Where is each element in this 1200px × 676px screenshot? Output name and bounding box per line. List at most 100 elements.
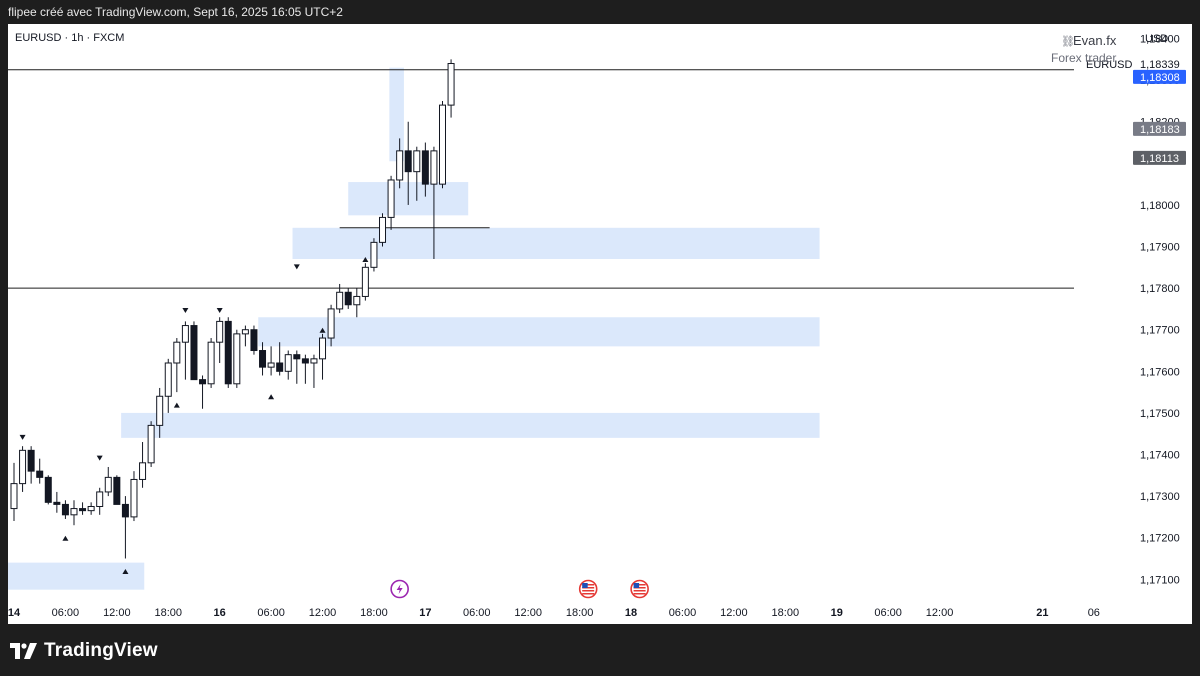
candle-body xyxy=(404,150,412,173)
candle-body xyxy=(44,476,52,503)
candle xyxy=(19,446,27,492)
candle xyxy=(207,338,215,388)
flag-stripe xyxy=(633,587,646,589)
candle-body xyxy=(276,362,284,372)
swing-low-marker xyxy=(173,402,180,408)
candle-body xyxy=(113,476,121,505)
time-tick-label: 18:00 xyxy=(566,607,594,619)
swing-low-marker xyxy=(362,257,369,263)
price-tick-label: 1,17300 xyxy=(1140,491,1180,503)
candle xyxy=(44,475,52,505)
candle xyxy=(147,421,155,467)
candle-body xyxy=(19,449,27,485)
candle-body xyxy=(147,424,155,464)
candle-body xyxy=(70,508,78,516)
candle xyxy=(61,500,69,519)
candle xyxy=(130,471,138,522)
watermark-icon: ⛓ xyxy=(1061,35,1075,48)
chart-panel[interactable]: 1,17100 1,17200 1,17300 1,17400 1,17500 1,176… xyxy=(8,24,1192,624)
candle-body xyxy=(336,291,344,310)
swing-high-marker xyxy=(96,455,103,461)
candle xyxy=(156,387,164,438)
watermark: ⛓ Evan.fx Forex trader xyxy=(1051,33,1117,65)
zones-layer xyxy=(8,67,820,590)
candle-body xyxy=(36,470,44,478)
flag-stripe xyxy=(582,587,595,589)
flag-canton xyxy=(633,583,640,588)
tradingview-logo[interactable]: TradingView xyxy=(10,638,158,664)
swing-high-marker xyxy=(293,264,300,270)
time-tick-label: 18:00 xyxy=(772,607,800,619)
flag-stripe xyxy=(633,593,646,595)
candle-body xyxy=(156,395,164,426)
candle-body xyxy=(293,354,301,360)
symbol-price-name: EURUSD xyxy=(1086,59,1133,71)
flag-canton xyxy=(582,583,588,588)
candle xyxy=(121,496,129,559)
candle xyxy=(447,59,455,118)
candle xyxy=(267,346,275,376)
candle-body xyxy=(396,150,404,181)
candle-body xyxy=(430,150,438,185)
candle xyxy=(36,458,44,484)
candle xyxy=(53,491,61,513)
events-layer xyxy=(390,579,649,599)
swing-low-marker xyxy=(122,568,129,574)
candle xyxy=(430,146,438,260)
price-label-box xyxy=(1133,69,1186,84)
symbol-header[interactable]: EURUSD · 1h · FXCM xyxy=(15,32,124,44)
candle xyxy=(199,375,207,409)
zone-rect xyxy=(389,67,404,162)
zone-rect xyxy=(8,562,145,590)
flag-stripe xyxy=(633,584,646,586)
time-tick-label: 12:00 xyxy=(309,607,337,619)
candle xyxy=(87,502,95,515)
time-tick-label: 16 xyxy=(214,607,226,619)
candle xyxy=(421,142,429,197)
candle xyxy=(404,121,412,205)
candle-body xyxy=(181,325,189,343)
us-flag-event-icon xyxy=(630,579,649,599)
time-tick-label: 12:00 xyxy=(514,607,542,619)
time-tick-label: 12:00 xyxy=(720,607,748,619)
flag-stripe xyxy=(582,593,595,595)
candle xyxy=(327,304,335,347)
chart-svg[interactable]: 1,17100 1,17200 1,17300 1,17400 1,17500 1,176… xyxy=(8,24,1192,624)
time-tick-label: 21 xyxy=(1036,607,1048,619)
swing-low-marker xyxy=(62,535,69,541)
time-tick-label: 12:00 xyxy=(103,607,131,619)
price-tick-label: 1,17400 xyxy=(1140,450,1180,462)
candle xyxy=(439,100,446,189)
candle xyxy=(139,442,147,488)
chart-header: EURUSD · 1h · FXCM USD ⛓ Evan.fx Forex t… xyxy=(15,32,1168,65)
flag-stripe xyxy=(582,590,595,592)
candle xyxy=(361,263,369,301)
footer-bar xyxy=(0,624,1200,676)
zone-rect xyxy=(258,317,820,347)
tradingview-logo-icon xyxy=(10,643,37,659)
markers-layer xyxy=(19,257,369,574)
candle-body xyxy=(53,501,61,505)
candle xyxy=(344,288,352,309)
candle xyxy=(284,350,292,380)
candle xyxy=(173,338,181,393)
candle-body xyxy=(353,295,361,306)
price-label-box xyxy=(1133,121,1186,136)
candle xyxy=(190,321,198,381)
candle-body xyxy=(439,104,446,185)
currency-label[interactable]: USD xyxy=(1145,33,1168,45)
flag-stripe xyxy=(633,590,646,592)
candle-body xyxy=(61,503,69,516)
candle-body xyxy=(421,150,429,185)
time-tick-label: 06:00 xyxy=(463,607,491,619)
candle-body xyxy=(387,179,395,218)
tradingview-logo-text: TradingView xyxy=(44,640,158,661)
candle xyxy=(301,354,309,384)
symbol-price-value: 1,18339 xyxy=(1140,59,1180,71)
candle xyxy=(310,354,318,388)
price-label-value: 1,18183 xyxy=(1140,124,1180,136)
swing-high-marker xyxy=(216,308,223,313)
lightning-glyph xyxy=(396,584,403,594)
lines-layer xyxy=(8,69,1074,289)
candle-body xyxy=(207,341,215,385)
